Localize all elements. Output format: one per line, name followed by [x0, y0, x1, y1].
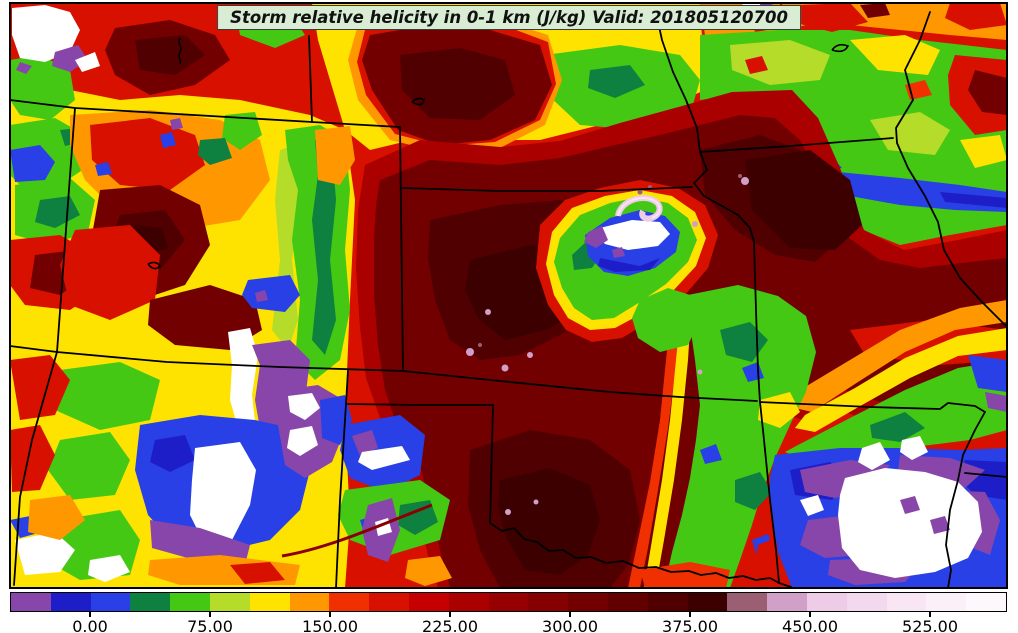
colorbar-segment — [50, 593, 91, 611]
colorbar-tick-label: 225.00 — [422, 617, 478, 633]
colorbar-tick — [929, 612, 931, 617]
colorbar-segment — [886, 593, 927, 611]
map-frame — [9, 2, 1008, 589]
high-value-specks — [466, 174, 749, 515]
colorbar-segment — [966, 593, 1006, 611]
colorbar-tick-label: 150.00 — [302, 617, 358, 633]
helicity-field — [10, 3, 1007, 588]
right-edge-border-segment — [964, 472, 1007, 478]
colorado-east-border — [399, 126, 404, 372]
state-boundaries — [10, 7, 1007, 588]
colorbar-tick-label: 375.00 — [662, 617, 718, 633]
colorbar-segment — [408, 593, 449, 611]
colorbar-segment — [846, 593, 887, 611]
colorbar-segment — [687, 593, 728, 611]
colorbar-tick — [89, 612, 91, 617]
colorbar-segment — [568, 593, 608, 611]
colorbar-tick-label: 75.00 — [187, 617, 233, 633]
missouri-arkansas-border — [759, 401, 986, 413]
missouri-river-border — [654, 7, 761, 403]
iowa-missouri-border — [699, 137, 894, 153]
wyoming-nebraska-border — [308, 35, 313, 123]
colorbar-segment — [448, 593, 489, 611]
colorbar-tick-label: 450.00 — [782, 617, 838, 633]
colorbar-tick — [449, 612, 451, 617]
oklahoma-panhandle-border — [347, 403, 494, 524]
colorbar-segment — [369, 593, 409, 611]
colorbar-swatches — [10, 592, 1007, 612]
colorbar-segment — [329, 593, 370, 611]
canadian-river-valley-streak — [281, 503, 433, 558]
map-title: Storm relative helicity in 0-1 km (J/kg)… — [217, 5, 801, 30]
mississippi-river-north — [895, 11, 1007, 327]
texas-panhandle-pockets — [278, 385, 452, 586]
mississippi-river-south — [945, 411, 986, 588]
colorbar-tick — [329, 612, 331, 617]
wyoming-south-border — [10, 99, 401, 128]
colorbar-segment — [767, 593, 807, 611]
colorbar-segment — [11, 593, 51, 611]
colorbar-tick — [569, 612, 571, 617]
colorbar-segment — [289, 593, 330, 611]
nebraska-kansas-border — [402, 186, 693, 192]
colorbar-segment — [806, 593, 847, 611]
colorbar-segment — [209, 593, 250, 611]
colorbar-tick-label: 300.00 — [542, 617, 598, 633]
lakes — [147, 37, 850, 270]
colorbar-segment — [607, 593, 648, 611]
newmexico-texas-border — [335, 370, 349, 588]
colorbar: 0.00 75.00 150.00 225.00 300.00 375.00 4… — [10, 592, 1007, 633]
colorado-newmexico-west-border — [13, 107, 76, 586]
colorbar-segment — [727, 593, 768, 611]
colorbar-segment — [130, 593, 171, 611]
colorbar-tick — [689, 612, 691, 617]
helicity-minimum-eye — [536, 180, 718, 352]
colorbar-segment — [647, 593, 688, 611]
colorbar-tick-label: 525.00 — [902, 617, 958, 633]
colorbar-segment — [249, 593, 290, 611]
colorbar-tick-label: 0.00 — [72, 617, 108, 633]
colorbar-segment — [170, 593, 210, 611]
southeast-low-region — [770, 436, 1007, 588]
colorbar-segment — [926, 593, 967, 611]
oklahoma-arkansas-border — [759, 401, 792, 588]
colorbar-segment — [528, 593, 569, 611]
colorbar-segment — [90, 593, 131, 611]
colorbar-segment — [488, 593, 529, 611]
colorbar-tick — [209, 612, 211, 617]
colorbar-tick — [809, 612, 811, 617]
red-river-border — [489, 522, 780, 584]
